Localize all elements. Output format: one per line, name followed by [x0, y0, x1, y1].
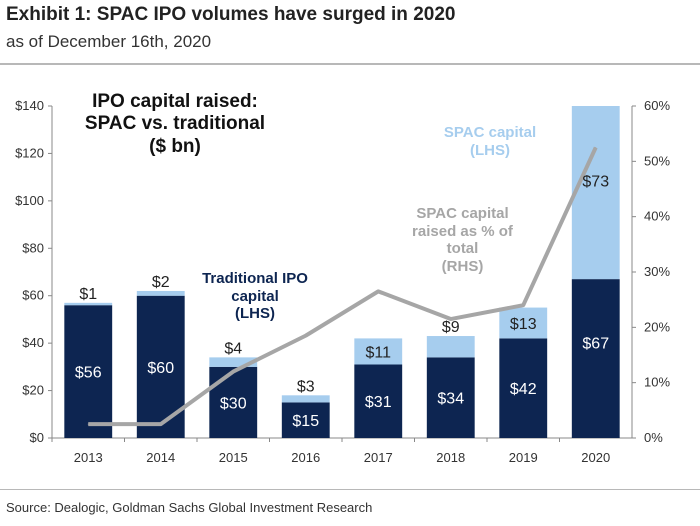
bar-traditional: [354, 364, 403, 438]
bar-spac: [136, 290, 185, 296]
annotation-traditional-capital: Traditional IPO capital (LHS): [180, 270, 330, 323]
x-tick-label: 2020: [581, 450, 610, 465]
data-label-spac: $4: [224, 340, 242, 357]
bar-traditional: [64, 305, 113, 438]
bar-traditional: [499, 338, 548, 438]
right-tick-label: 0%: [644, 430, 663, 445]
x-tick-label: 2014: [146, 450, 175, 465]
x-tick-label: 2017: [364, 450, 393, 465]
data-label-traditional: $30: [220, 395, 247, 412]
bar-spac: [281, 395, 330, 403]
x-tick-label: 2015: [219, 450, 248, 465]
annot-title-line-2: ($ bn): [149, 135, 201, 157]
data-label-traditional: $60: [147, 360, 174, 377]
point-spac-pct: [595, 147, 597, 148]
bar-traditional: [281, 402, 330, 438]
data-label-traditional: $15: [292, 413, 319, 430]
annot-pct-line-2: total: [446, 240, 479, 258]
annot-pct-line-0: SPAC capital: [416, 205, 509, 222]
annot-trad-line-2: (LHS): [235, 305, 275, 323]
right-tick-label: 30%: [644, 264, 670, 279]
right-tick-label: 60%: [644, 98, 670, 113]
left-tick-label: $0: [30, 430, 44, 445]
bar-traditional: [209, 366, 258, 438]
data-label-spac: $73: [582, 174, 609, 191]
footer-divider: [0, 489, 700, 490]
data-label-spac: $1: [79, 286, 97, 303]
right-tick-label: 40%: [644, 209, 670, 224]
data-label-traditional: $31: [365, 394, 392, 411]
left-tick-label: $120: [15, 145, 44, 160]
data-label-spac: $2: [152, 274, 170, 291]
left-tick-label: $100: [15, 193, 44, 208]
bar-spac: [354, 338, 403, 365]
ipo-chart: $0 $20 $40 $60 $80 $100 $120 $140 0% 10% 20% 30% 40%…: [15, 98, 670, 465]
data-label-traditional: $42: [510, 381, 537, 398]
x-tick-label: 2016: [291, 450, 320, 465]
annot-trad-line-1: capital: [231, 287, 279, 305]
left-tick-label: $60: [22, 288, 44, 303]
bar-spac: [426, 336, 475, 358]
bar-traditional: [571, 279, 620, 438]
annotation-spac-pct: SPAC capital raised as % of total (RHS): [395, 205, 530, 276]
left-tick-label: $140: [15, 98, 44, 113]
point-spac-pct: [450, 318, 452, 320]
right-tick-label: 50%: [644, 153, 670, 168]
data-label-traditional: $56: [75, 365, 102, 382]
point-spac-pct: [377, 290, 379, 292]
point-spac-pct: [305, 335, 307, 337]
annot-trad-line-0: Traditional IPO: [202, 270, 308, 287]
left-tick-label: $20: [22, 383, 44, 398]
annot-title-line-0: IPO capital raised:: [92, 91, 258, 112]
exhibit-title: Exhibit 1: SPAC IPO volumes have surged …: [6, 4, 456, 25]
right-tick-label: 20%: [644, 319, 670, 334]
left-tick-label: $40: [22, 335, 44, 350]
annotation-spac-capital: SPAC capital (LHS): [420, 124, 560, 159]
data-label-spac: $9: [442, 319, 460, 336]
point-spac-pct: [87, 423, 89, 425]
exhibit-subtitle: as of December 16th, 2020: [6, 32, 212, 51]
data-label-spac: $11: [365, 344, 391, 361]
left-tick-label: $80: [22, 240, 44, 255]
x-tick-label: 2018: [436, 450, 465, 465]
data-label-spac: $3: [297, 378, 315, 395]
point-spac-pct: [232, 371, 234, 373]
bar-spac: [571, 106, 620, 280]
source-note: Source: Dealogic, Goldman Sachs Global I…: [6, 500, 373, 515]
point-spac-pct: [522, 304, 524, 306]
bar-spac: [209, 357, 258, 367]
data-label-traditional: $34: [437, 391, 464, 408]
x-tick-label: 2019: [509, 450, 538, 465]
annot-spac-line-0: SPAC capital: [443, 124, 537, 141]
annot-title-line-1: SPAC vs. traditional: [84, 113, 266, 135]
chart-annotation-title: IPO capital raised: SPAC vs. traditional(…: [50, 91, 300, 158]
annot-pct-line-3: (RHS): [441, 258, 484, 276]
bar-spac: [64, 302, 113, 306]
annot-spac-line-1: (LHS): [470, 141, 510, 159]
x-tick-label: 2013: [74, 450, 103, 465]
data-label-traditional: $67: [582, 336, 609, 353]
title-divider: [0, 63, 700, 65]
right-tick-label: 10%: [644, 375, 670, 390]
bar-spac: [499, 307, 548, 339]
bar-traditional: [426, 357, 475, 438]
data-label-spac: $13: [510, 316, 537, 333]
annot-pct-line-1: raised as % of: [412, 222, 513, 240]
line-spac-pct: [88, 146, 598, 427]
point-spac-pct: [160, 423, 162, 425]
